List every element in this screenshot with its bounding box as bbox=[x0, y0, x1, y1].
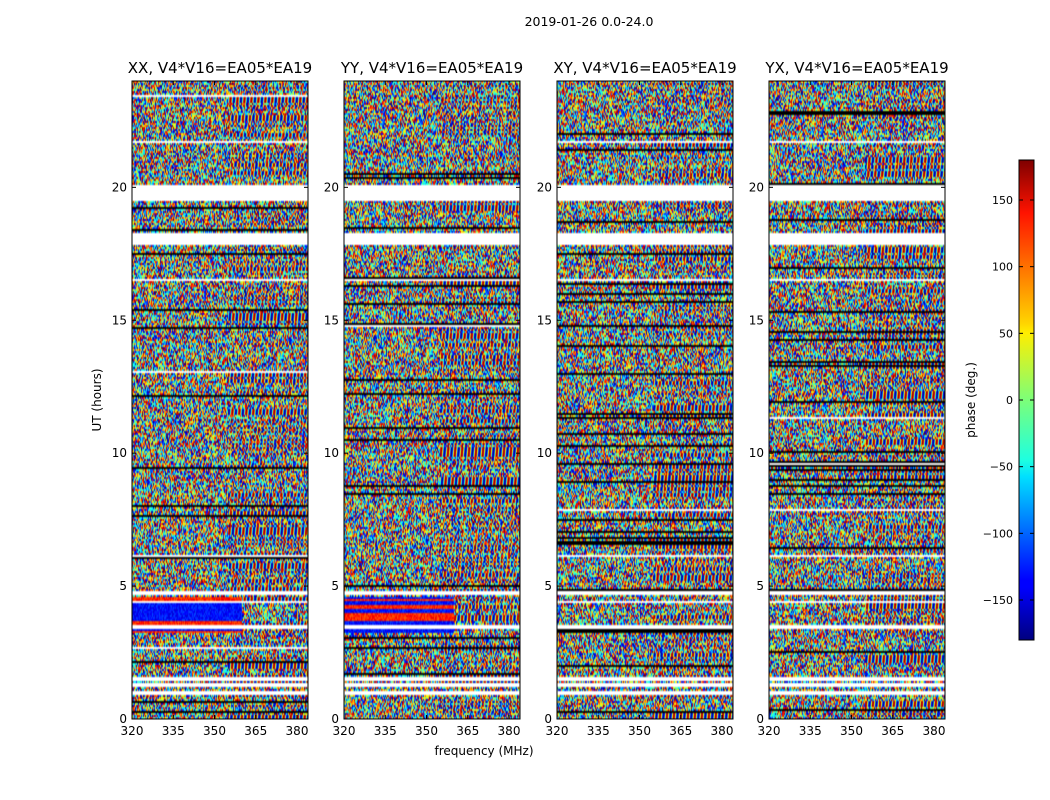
phase-image-xx bbox=[132, 81, 308, 719]
y-tick-label: 0 bbox=[756, 712, 764, 726]
panel-xy: XY, V4*V16=EA05*EA19 320 335 350 365 380 0 5 1… bbox=[537, 59, 737, 738]
x-tick-label: 350 bbox=[203, 724, 226, 738]
x-tick-label: 365 bbox=[456, 724, 479, 738]
colorbar-tick-label: 0 bbox=[1006, 394, 1013, 407]
panel-title-xx: XX, V4*V16=EA05*EA19 bbox=[128, 59, 312, 77]
panel-frame-yx bbox=[768, 80, 946, 720]
x-tick-label: 350 bbox=[840, 724, 863, 738]
y-tick-label: 5 bbox=[756, 579, 764, 593]
y-tick-label: 15 bbox=[749, 313, 764, 327]
y-tick-label: 15 bbox=[112, 313, 127, 327]
colorbar: 150 100 50 0 −50 −100 −150 phase (deg.) bbox=[964, 159, 1035, 641]
y-tick-label: 15 bbox=[324, 313, 339, 327]
colorbar-tick-label: −100 bbox=[983, 527, 1013, 540]
x-tick-label: 320 bbox=[333, 724, 356, 738]
x-tick-label: 380 bbox=[711, 724, 734, 738]
phase-image-xy bbox=[557, 81, 733, 719]
panel-frame-xx bbox=[131, 80, 309, 720]
x-tick-label: 365 bbox=[244, 724, 267, 738]
x-tick-label: 365 bbox=[881, 724, 904, 738]
panel-title-yy: YY, V4*V16=EA05*EA19 bbox=[340, 59, 523, 77]
phase-image-yx bbox=[769, 81, 945, 719]
y-tick-label: 10 bbox=[324, 446, 339, 460]
x-tick-label: 320 bbox=[546, 724, 569, 738]
x-tick-label: 350 bbox=[628, 724, 651, 738]
x-tick-label: 380 bbox=[498, 724, 521, 738]
y-tick-label: 0 bbox=[331, 712, 339, 726]
panel-title-xy: XY, V4*V16=EA05*EA19 bbox=[553, 59, 736, 77]
panel-frame-xy bbox=[556, 80, 734, 720]
x-tick-label: 320 bbox=[121, 724, 144, 738]
x-tick-label: 365 bbox=[669, 724, 692, 738]
x-tick-label: 350 bbox=[415, 724, 438, 738]
y-tick-label: 0 bbox=[544, 712, 552, 726]
y-tick-label: 0 bbox=[119, 712, 127, 726]
x-axis-label: frequency (MHz) bbox=[434, 744, 533, 758]
colorbar-label: phase (deg.) bbox=[964, 362, 978, 438]
y-tick-label: 20 bbox=[324, 180, 339, 194]
panel-xx: XX, V4*V16=EA05*EA19 320 335 350 365 380 0 5 1… bbox=[112, 59, 313, 738]
x-tick-label: 320 bbox=[758, 724, 781, 738]
y-tick-label: 10 bbox=[537, 446, 552, 460]
panel-yy: YY, V4*V16=EA05*EA19 320 335 350 365 380 0 5 1… bbox=[324, 59, 523, 738]
y-tick-label: 5 bbox=[331, 579, 339, 593]
x-tick-label: 335 bbox=[374, 724, 397, 738]
panel-title-yx: YX, V4*V16=EA05*EA19 bbox=[764, 59, 948, 77]
colorbar-tick-label: 100 bbox=[992, 261, 1013, 274]
panel-yx: YX, V4*V16=EA05*EA19 320 335 350 365 380 0 5 1… bbox=[749, 59, 949, 738]
figure-suptitle: 2019-01-26 0.0-24.0 bbox=[525, 14, 654, 29]
phase-image-yy bbox=[344, 81, 520, 719]
y-tick-label: 20 bbox=[537, 180, 552, 194]
x-tick-label: 380 bbox=[923, 724, 946, 738]
colorbar-tick-label: 50 bbox=[999, 327, 1013, 340]
y-tick-label: 20 bbox=[749, 180, 764, 194]
colorbar-tick-label: 150 bbox=[992, 194, 1013, 207]
y-tick-label: 20 bbox=[112, 180, 127, 194]
panel-frame-yy bbox=[343, 80, 521, 720]
y-tick-label: 10 bbox=[749, 446, 764, 460]
y-tick-label: 5 bbox=[544, 579, 552, 593]
colorbar-tick-label: −50 bbox=[990, 461, 1013, 474]
y-tick-label: 5 bbox=[119, 579, 127, 593]
y-tick-label: 15 bbox=[537, 313, 552, 327]
colorbar-tick-label: −150 bbox=[983, 594, 1013, 607]
y-tick-label: 10 bbox=[112, 446, 127, 460]
x-tick-label: 380 bbox=[286, 724, 309, 738]
x-tick-label: 335 bbox=[587, 724, 610, 738]
y-axis-label: UT (hours) bbox=[90, 368, 104, 431]
x-tick-label: 335 bbox=[162, 724, 185, 738]
x-tick-label: 335 bbox=[799, 724, 822, 738]
